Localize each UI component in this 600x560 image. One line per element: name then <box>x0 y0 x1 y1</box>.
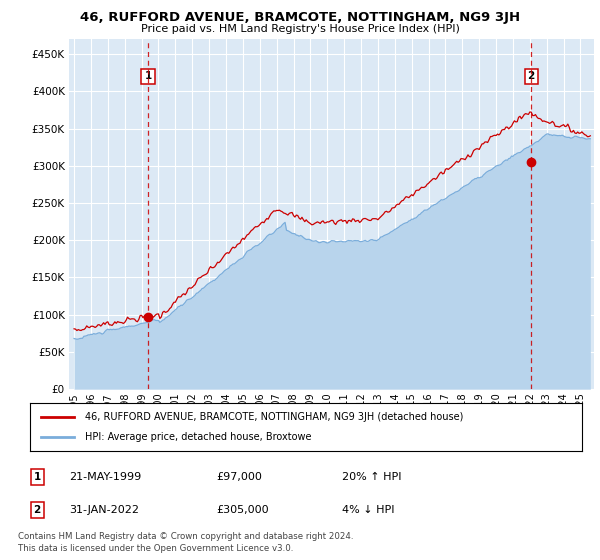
Text: 2: 2 <box>527 72 535 81</box>
Text: Price paid vs. HM Land Registry's House Price Index (HPI): Price paid vs. HM Land Registry's House … <box>140 24 460 34</box>
Text: 2: 2 <box>34 505 41 515</box>
Text: £97,000: £97,000 <box>216 472 262 482</box>
Text: 31-JAN-2022: 31-JAN-2022 <box>69 505 139 515</box>
Text: 20% ↑ HPI: 20% ↑ HPI <box>342 472 401 482</box>
Text: £305,000: £305,000 <box>216 505 269 515</box>
Text: 46, RUFFORD AVENUE, BRAMCOTE, NOTTINGHAM, NG9 3JH (detached house): 46, RUFFORD AVENUE, BRAMCOTE, NOTTINGHAM… <box>85 412 464 422</box>
Text: 21-MAY-1999: 21-MAY-1999 <box>69 472 141 482</box>
Text: HPI: Average price, detached house, Broxtowe: HPI: Average price, detached house, Brox… <box>85 432 312 442</box>
Text: 1: 1 <box>145 72 152 81</box>
Text: 46, RUFFORD AVENUE, BRAMCOTE, NOTTINGHAM, NG9 3JH: 46, RUFFORD AVENUE, BRAMCOTE, NOTTINGHAM… <box>80 11 520 24</box>
Text: This data is licensed under the Open Government Licence v3.0.: This data is licensed under the Open Gov… <box>18 544 293 553</box>
Text: 1: 1 <box>34 472 41 482</box>
Text: 4% ↓ HPI: 4% ↓ HPI <box>342 505 395 515</box>
Text: Contains HM Land Registry data © Crown copyright and database right 2024.: Contains HM Land Registry data © Crown c… <box>18 532 353 541</box>
